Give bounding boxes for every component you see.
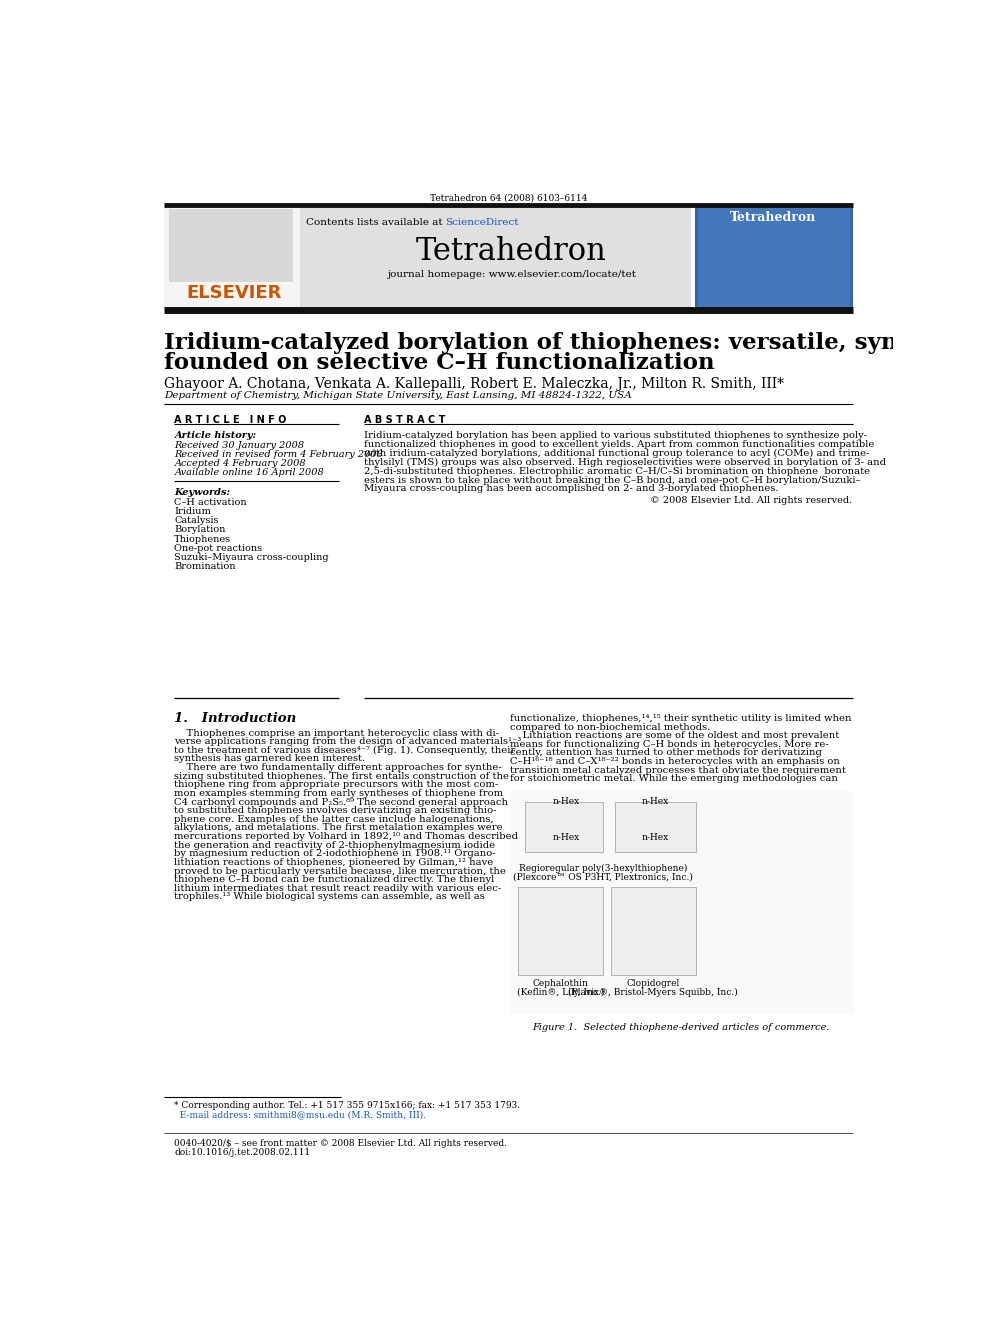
Bar bbox=[518, 886, 603, 975]
Text: the generation and reactivity of 2-thiophenylmagnesium iodide: the generation and reactivity of 2-thiop… bbox=[175, 840, 495, 849]
Text: proved to be particularly versatile because, like mercuration, the: proved to be particularly versatile beca… bbox=[175, 867, 506, 876]
Bar bbox=[526, 802, 603, 852]
Text: C–H¹⁶⁻¹⁸ and C–X¹⁸⁻²² bonds in heterocycles with an emphasis on: C–H¹⁶⁻¹⁸ and C–X¹⁸⁻²² bonds in heterocyc… bbox=[510, 757, 840, 766]
Text: Lithiation reactions are some of the oldest and most prevalent: Lithiation reactions are some of the old… bbox=[510, 732, 839, 740]
Text: Thiophenes: Thiophenes bbox=[175, 534, 231, 544]
Bar bbox=[695, 206, 852, 310]
Text: Thiophenes comprise an important heterocyclic class with di-: Thiophenes comprise an important heteroc… bbox=[175, 729, 500, 737]
Text: n-Hex: n-Hex bbox=[553, 833, 580, 841]
Text: trophiles.¹³ While biological systems can assemble, as well as: trophiles.¹³ While biological systems ca… bbox=[175, 893, 485, 901]
Bar bbox=[697, 208, 850, 308]
Text: cently, attention has turned to other methods for derivatizing: cently, attention has turned to other me… bbox=[510, 749, 821, 758]
Text: Tetrahedron: Tetrahedron bbox=[416, 235, 607, 267]
Text: 2,5-di-substituted thiophenes. Electrophilic aromatic C–H/C–Si bromination on th: 2,5-di-substituted thiophenes. Electroph… bbox=[364, 467, 870, 476]
Text: means for functionalizing C–H bonds in heterocycles. More re-: means for functionalizing C–H bonds in h… bbox=[510, 740, 828, 749]
Text: Contents lists available at: Contents lists available at bbox=[306, 218, 445, 228]
Text: verse applications ranging from the design of advanced materials¹⁻³: verse applications ranging from the desi… bbox=[175, 737, 522, 746]
Text: Available online 16 April 2008: Available online 16 April 2008 bbox=[175, 468, 324, 478]
Text: functionalized thiophenes in good to excellent yields. Apart from common functio: functionalized thiophenes in good to exc… bbox=[364, 441, 875, 450]
Text: C4 carbonyl compounds and P₂S₅.⁸⁹ The second general approach: C4 carbonyl compounds and P₂S₅.⁸⁹ The se… bbox=[175, 798, 508, 807]
Text: Bromination: Bromination bbox=[175, 562, 236, 572]
Text: Tetrahedron 64 (2008) 6103–6114: Tetrahedron 64 (2008) 6103–6114 bbox=[430, 193, 587, 202]
Text: synthesis has garnered keen interest.: synthesis has garnered keen interest. bbox=[175, 754, 365, 763]
Text: compared to non-biochemical methods.: compared to non-biochemical methods. bbox=[510, 722, 710, 732]
Text: lithium intermediates that result react readily with various elec-: lithium intermediates that result react … bbox=[175, 884, 502, 893]
Text: One-pot reactions: One-pot reactions bbox=[175, 544, 263, 553]
Text: A B S T R A C T: A B S T R A C T bbox=[364, 415, 445, 425]
Text: founded on selective C–H functionalization: founded on selective C–H functionalizati… bbox=[165, 352, 715, 374]
Text: (Keflin®, Lily, Inc.): (Keflin®, Lily, Inc.) bbox=[517, 988, 604, 996]
Text: (Plavix®, Bristol-Myers Squibb, Inc.): (Plavix®, Bristol-Myers Squibb, Inc.) bbox=[568, 988, 738, 996]
Text: with iridium-catalyzed borylations, additional functional group tolerance to acy: with iridium-catalyzed borylations, addi… bbox=[364, 448, 870, 458]
Text: journal homepage: www.elsevier.com/locate/tet: journal homepage: www.elsevier.com/locat… bbox=[387, 270, 636, 279]
Text: Catalysis: Catalysis bbox=[175, 516, 219, 525]
Text: Cephalothin: Cephalothin bbox=[533, 979, 588, 988]
Text: 1.   Introduction: 1. Introduction bbox=[175, 712, 297, 725]
Bar bbox=[169, 209, 293, 282]
Text: Borylation: Borylation bbox=[175, 525, 226, 534]
Text: n-Hex: n-Hex bbox=[642, 833, 669, 841]
Text: There are two fundamentally different approaches for synthe-: There are two fundamentally different ap… bbox=[175, 763, 502, 773]
Text: sizing substituted thiophenes. The first entails construction of the: sizing substituted thiophenes. The first… bbox=[175, 771, 509, 781]
Text: doi:10.1016/j.tet.2008.02.111: doi:10.1016/j.tet.2008.02.111 bbox=[175, 1148, 310, 1158]
Bar bbox=[611, 886, 696, 975]
Text: Received in revised form 4 February 2008: Received in revised form 4 February 2008 bbox=[175, 450, 383, 459]
Text: Article history:: Article history: bbox=[175, 431, 257, 441]
Text: n-Hex: n-Hex bbox=[553, 796, 580, 806]
Text: for stoichiometric metal. While the emerging methodologies can: for stoichiometric metal. While the emer… bbox=[510, 774, 838, 783]
Text: alkylations, and metalations. The first metalation examples were: alkylations, and metalations. The first … bbox=[175, 823, 503, 832]
Text: Figure 1.  Selected thiophene-derived articles of commerce.: Figure 1. Selected thiophene-derived art… bbox=[533, 1023, 830, 1032]
Text: transition metal catalyzed processes that obviate the requirement: transition metal catalyzed processes tha… bbox=[510, 766, 846, 775]
Text: 0040-4020/$ – see front matter © 2008 Elsevier Ltd. All rights reserved.: 0040-4020/$ – see front matter © 2008 El… bbox=[175, 1139, 507, 1148]
Text: Iridium-catalyzed borylation has been applied to various substituted thiophenes : Iridium-catalyzed borylation has been ap… bbox=[364, 431, 867, 441]
Text: esters is shown to take place without breaking the C–B bond, and one-pot C–H bor: esters is shown to take place without br… bbox=[364, 475, 861, 484]
Text: n-Hex: n-Hex bbox=[642, 796, 669, 806]
Text: ScienceDirect: ScienceDirect bbox=[445, 218, 519, 228]
Text: lithiation reactions of thiophenes, pioneered by Gilman,¹² have: lithiation reactions of thiophenes, pion… bbox=[175, 857, 494, 867]
Text: to the treatment of various diseases⁴⁻⁷ (Fig. 1). Consequently, their: to the treatment of various diseases⁴⁻⁷ … bbox=[175, 746, 516, 755]
Bar bbox=[615, 802, 696, 852]
Text: A R T I C L E   I N F O: A R T I C L E I N F O bbox=[175, 415, 287, 425]
Text: Accepted 4 February 2008: Accepted 4 February 2008 bbox=[175, 459, 306, 468]
Text: Regioregular poly(3-hexylthiophene): Regioregular poly(3-hexylthiophene) bbox=[519, 864, 687, 873]
Text: mon examples stemming from early syntheses of thiophene from: mon examples stemming from early synthes… bbox=[175, 789, 504, 798]
Text: Tetrahedron: Tetrahedron bbox=[730, 212, 816, 224]
Text: C–H activation: C–H activation bbox=[175, 497, 247, 507]
Text: phene core. Examples of the latter case include halogenations,: phene core. Examples of the latter case … bbox=[175, 815, 494, 824]
Bar bbox=[165, 206, 300, 310]
Text: Department of Chemistry, Michigan State University, East Lansing, MI 48824-1322,: Department of Chemistry, Michigan State … bbox=[165, 392, 632, 401]
Text: to substituted thiophenes involves derivatizing an existing thio-: to substituted thiophenes involves deriv… bbox=[175, 806, 497, 815]
Text: Received 30 January 2008: Received 30 January 2008 bbox=[175, 441, 305, 450]
Text: ELSEVIER: ELSEVIER bbox=[186, 284, 282, 302]
Text: by magnesium reduction of 2-iodothiophene in 1908.¹¹ Organo-: by magnesium reduction of 2-iodothiophen… bbox=[175, 849, 496, 859]
Bar bbox=[510, 791, 852, 1013]
Text: E-mail address: smithmi8@msu.edu (M.R. Smith, III).: E-mail address: smithmi8@msu.edu (M.R. S… bbox=[175, 1110, 427, 1119]
Text: Suzuki–Miyaura cross-coupling: Suzuki–Miyaura cross-coupling bbox=[175, 553, 329, 562]
Bar bbox=[165, 206, 691, 310]
Text: * Corresponding author. Tel.: +1 517 355 9715x166; fax: +1 517 353 1793.: * Corresponding author. Tel.: +1 517 355… bbox=[175, 1101, 521, 1110]
Text: Iridium-catalyzed borylation of thiophenes: versatile, synthetic elaboration: Iridium-catalyzed borylation of thiophen… bbox=[165, 332, 992, 355]
Text: mercurations reported by Volhard in 1892,¹⁰ and Thomas described: mercurations reported by Volhard in 1892… bbox=[175, 832, 519, 841]
Text: functionalize, thiophenes,¹⁴,¹⁵ their synthetic utility is limited when: functionalize, thiophenes,¹⁴,¹⁵ their sy… bbox=[510, 714, 851, 722]
Text: Iridium: Iridium bbox=[175, 507, 211, 516]
Text: © 2008 Elsevier Ltd. All rights reserved.: © 2008 Elsevier Ltd. All rights reserved… bbox=[650, 496, 852, 505]
Text: Clopidogrel: Clopidogrel bbox=[627, 979, 680, 988]
Text: Ghayoor A. Chotana, Venkata A. Kallepalli, Robert E. Maleczka, Jr., Milton R. Sm: Ghayoor A. Chotana, Venkata A. Kallepall… bbox=[165, 377, 785, 390]
Text: (Plexcore™ OS P3HT, Plextronics, Inc.): (Plexcore™ OS P3HT, Plextronics, Inc.) bbox=[513, 873, 692, 882]
Text: Miyaura cross-coupling has been accomplished on 2- and 3-borylated thiophenes.: Miyaura cross-coupling has been accompli… bbox=[364, 484, 779, 493]
Text: Keywords:: Keywords: bbox=[175, 488, 230, 497]
Text: thiophene C–H bond can be functionalized directly. The thienyl: thiophene C–H bond can be functionalized… bbox=[175, 876, 495, 884]
Text: thylsilyl (TMS) groups was also observed. High regioselectivities were observed : thylsilyl (TMS) groups was also observed… bbox=[364, 458, 886, 467]
Text: thiophene ring from appropriate precursors with the most com-: thiophene ring from appropriate precurso… bbox=[175, 781, 499, 790]
